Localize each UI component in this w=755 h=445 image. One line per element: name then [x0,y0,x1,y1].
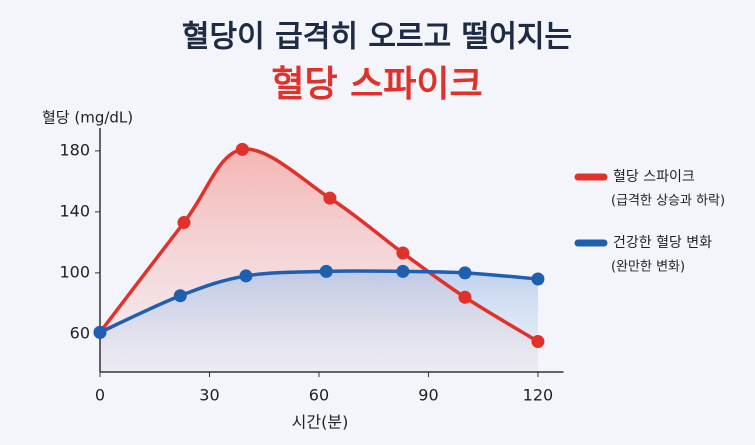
legend-note: (급격한 상승과 하락) [611,194,725,209]
legend-label: 혈당 스파이크 [613,169,695,185]
x-tick-label: 90 [418,386,438,405]
data-point [531,272,545,286]
data-point [173,289,187,303]
data-point [458,290,472,304]
chart-subtitle: 혈당 스파이크 [271,64,482,105]
legend-note: (완만한 변화) [611,260,685,275]
legend-label: 건강한 혈당 변화 [613,235,712,251]
data-point [93,325,107,339]
series-area [100,270,538,372]
chart-title: 혈당이 급격히 오르고 떨어지는 [182,20,572,55]
data-point [396,264,410,278]
data-point [531,335,545,348]
y-tick-label: 140 [59,201,90,220]
data-point [396,246,410,260]
x-axis-label: 시간(분) [292,413,349,432]
data-point [458,266,472,280]
data-point [319,264,333,278]
data-point [177,216,191,230]
y-tick-label: 180 [59,140,90,159]
data-point [235,142,249,156]
y-tick-label: 100 [59,262,90,281]
y-axis-label: 혈당 (mg/dL) [42,109,133,127]
x-tick-label: 0 [95,386,105,405]
data-point [239,269,253,283]
x-tick-label: 30 [199,386,219,405]
y-tick-label: 60 [70,323,90,342]
x-tick-label: 120 [523,386,554,405]
x-tick-label: 60 [309,386,329,405]
data-point [323,191,337,205]
